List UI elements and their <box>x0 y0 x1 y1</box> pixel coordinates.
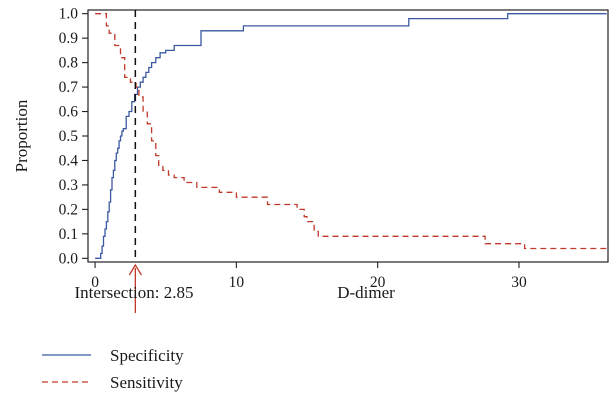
y-axis-title: Proportion <box>12 99 31 172</box>
legend: Specificity Sensitivity <box>42 346 184 392</box>
intersection-annotation: Intersection: 2.85 <box>75 10 194 313</box>
y-tick-label: 0.6 <box>59 104 79 121</box>
series-line-specificity <box>95 13 607 259</box>
y-tick-label: 1.0 <box>59 6 79 23</box>
intersection-label: Intersection: 2.85 <box>75 283 194 302</box>
series-lines <box>95 13 608 259</box>
legend-label-sensitivity: Sensitivity <box>110 373 183 392</box>
y-tick-label: 0.8 <box>59 55 79 72</box>
legend-label-specificity: Specificity <box>110 346 184 365</box>
x-tick-label: 20 <box>370 274 386 291</box>
y-tick-label: 0.2 <box>59 201 78 218</box>
x-tick-label: 10 <box>229 274 245 291</box>
y-tick-label: 0.4 <box>59 152 79 169</box>
y-tick-label: 0.3 <box>59 177 79 194</box>
x-axis-title: D-dimer <box>337 283 395 302</box>
plot-frame <box>87 9 609 263</box>
y-tick-label: 0.1 <box>59 226 78 243</box>
y-tick-label: 0.9 <box>59 30 79 47</box>
y-tick-label: 0.0 <box>59 250 79 267</box>
axes: 0.0 0.1 0.2 0.3 0.4 0.5 0.6 0.7 0.8 0.9 1.0 0 10 20 30… <box>12 6 609 302</box>
x-tick-label: 30 <box>511 274 527 291</box>
series-line-sensitivity <box>95 13 608 251</box>
y-tick-label: 0.5 <box>59 128 79 145</box>
intersection-arrow-head <box>128 263 142 276</box>
y-tick-label: 0.7 <box>59 79 79 96</box>
x-tick-label: 0 <box>91 274 99 291</box>
